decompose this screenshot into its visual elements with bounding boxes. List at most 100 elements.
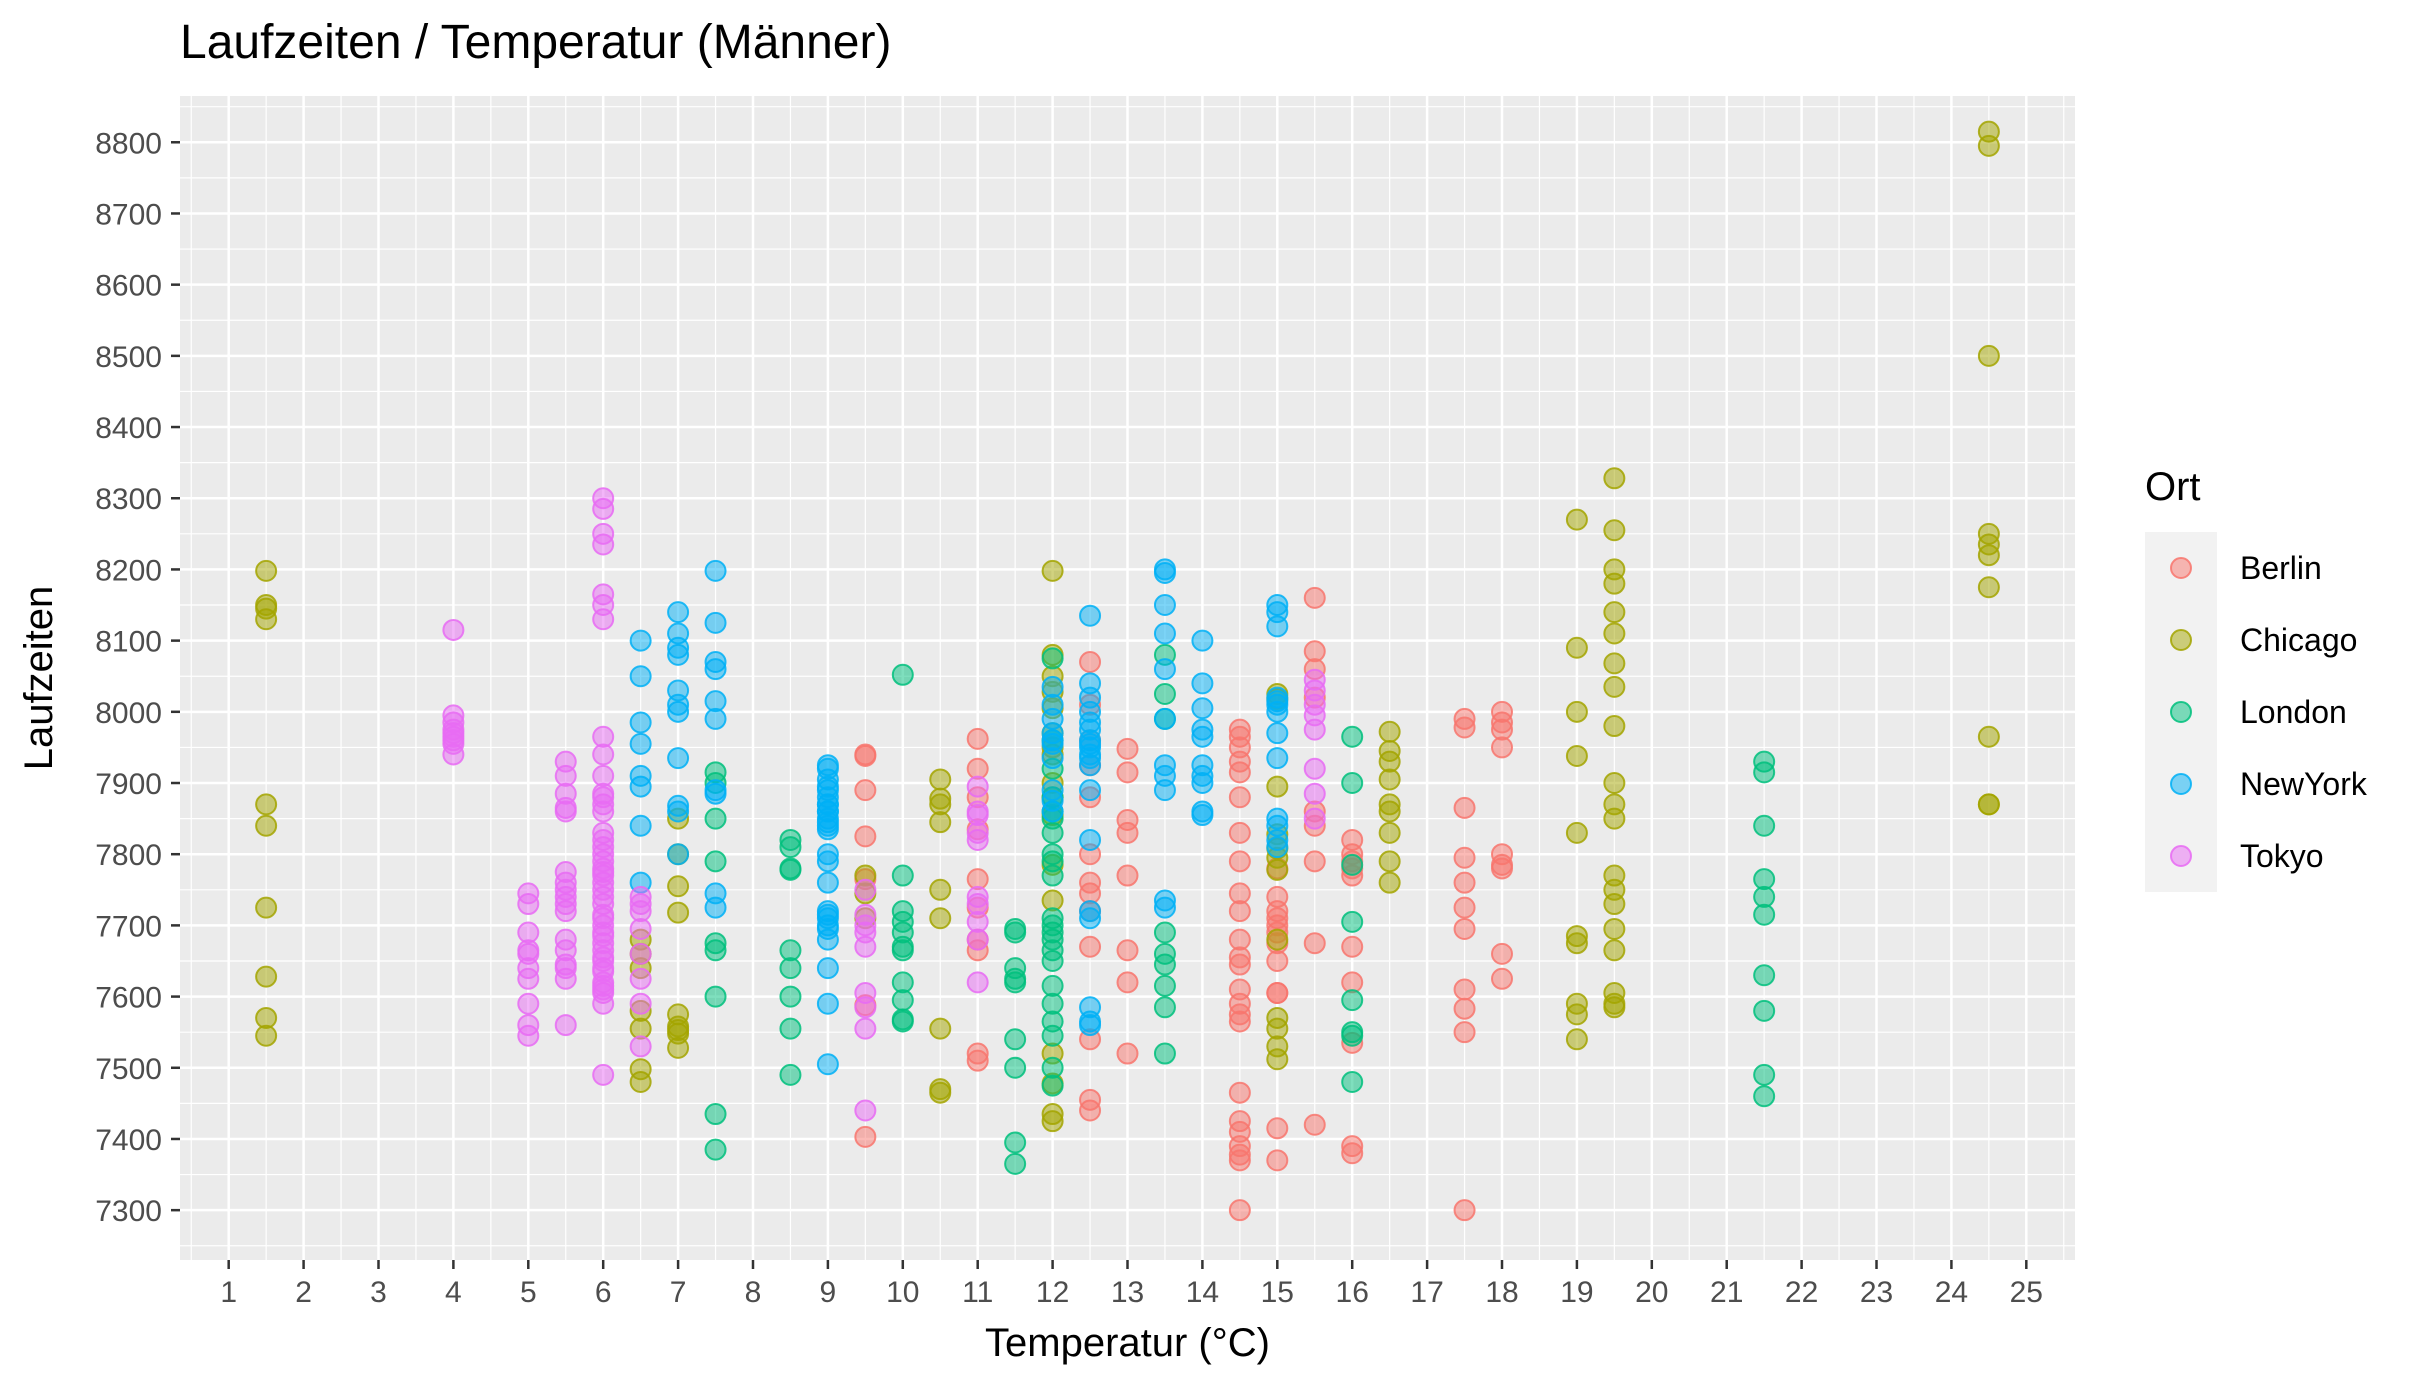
point-berlin — [1453, 1199, 1476, 1222]
x-tick-label: 18 — [1485, 1276, 1518, 1309]
point-berlin — [1228, 850, 1251, 873]
point-london — [1041, 1074, 1064, 1097]
point-tokyo — [592, 608, 615, 631]
point-berlin — [1228, 953, 1251, 976]
point-berlin — [1228, 900, 1251, 923]
point-berlin — [1453, 716, 1476, 739]
y-axis: 7300 7400 7500 7600 7700 7800 7900 8000 8100 8200… — [95, 127, 180, 1228]
y-tick-label: 7500 — [95, 1053, 162, 1086]
x-tick-label: 3 — [370, 1276, 387, 1309]
point-berlin — [1491, 942, 1514, 965]
point-newyork — [1153, 779, 1176, 802]
point-berlin — [1079, 650, 1102, 673]
point-chicago — [1603, 519, 1626, 542]
point-berlin — [854, 1125, 877, 1148]
point-tokyo — [966, 928, 989, 951]
point-berlin — [1266, 1149, 1289, 1172]
point-london — [1341, 772, 1364, 795]
point-newyork — [1191, 697, 1214, 720]
point-berlin — [854, 779, 877, 802]
point-newyork — [704, 658, 727, 681]
y-tick-label: 7600 — [95, 982, 162, 1015]
point-chicago — [1565, 700, 1588, 723]
legend: Ort Berlin Chicago London NewYork Tokyo — [2145, 465, 2368, 892]
point-chicago — [1378, 720, 1401, 743]
point-london — [779, 1063, 802, 1086]
data-points — [255, 120, 2000, 1222]
point-london — [891, 1010, 914, 1033]
point-chicago — [1977, 544, 2000, 567]
point-berlin — [1453, 917, 1476, 940]
point-chicago — [929, 811, 952, 834]
point-chicago — [1041, 559, 1064, 582]
point-chicago — [1378, 850, 1401, 873]
point-tokyo — [554, 967, 577, 990]
point-chicago — [1603, 601, 1626, 624]
x-tick-label: 5 — [520, 1276, 537, 1309]
point-chicago — [1977, 725, 2000, 748]
point-newyork — [816, 928, 839, 951]
point-london — [779, 858, 802, 881]
point-berlin — [1079, 935, 1102, 958]
point-newyork — [704, 782, 727, 805]
point-tokyo — [966, 971, 989, 994]
point-chicago — [255, 965, 278, 988]
point-chicago — [255, 559, 278, 582]
point-chicago — [1565, 932, 1588, 955]
point-berlin — [1453, 1021, 1476, 1044]
point-chicago — [1266, 775, 1289, 798]
point-london — [1041, 1024, 1064, 1047]
point-london — [891, 663, 914, 686]
point-london — [779, 957, 802, 980]
point-tokyo — [854, 878, 877, 901]
x-tick-label: 23 — [1860, 1276, 1893, 1309]
point-newyork — [1266, 700, 1289, 723]
point-tokyo — [592, 533, 615, 556]
point-london — [1753, 814, 1776, 837]
point-newyork — [629, 775, 652, 798]
point-london — [1004, 971, 1027, 994]
point-london — [1753, 964, 1776, 987]
y-tick-label: 7800 — [95, 839, 162, 872]
point-london — [1004, 1131, 1027, 1154]
point-newyork — [816, 992, 839, 1015]
x-tick-label: 12 — [1036, 1276, 1069, 1309]
point-tokyo — [1303, 782, 1326, 805]
point-newyork — [816, 957, 839, 980]
x-axis: 1 2 3 4 5 6 7 8 9 10 11 12 13 14 15 16 17 18 19 20 21 22 23 24 2… — [220, 1260, 2043, 1309]
point-newyork — [704, 559, 727, 582]
point-london — [779, 985, 802, 1008]
point-chicago — [1603, 675, 1626, 698]
point-berlin — [1453, 871, 1476, 894]
point-chicago — [1041, 1110, 1064, 1133]
point-tokyo — [592, 743, 615, 766]
point-berlin — [1116, 971, 1139, 994]
legend-label-newyork: NewYork — [2240, 766, 2368, 802]
point-chicago — [1603, 939, 1626, 962]
point-chicago — [1378, 821, 1401, 844]
point-newyork — [1266, 615, 1289, 638]
point-tokyo — [966, 775, 989, 798]
y-tick-label: 8800 — [95, 127, 162, 160]
point-tokyo — [1303, 807, 1326, 830]
point-berlin — [1303, 586, 1326, 609]
point-berlin — [1266, 949, 1289, 972]
point-chicago — [1266, 1048, 1289, 1071]
point-tokyo — [442, 618, 465, 641]
point-london — [1041, 864, 1064, 887]
point-tokyo — [517, 967, 540, 990]
point-berlin — [1453, 896, 1476, 919]
point-london — [1004, 1152, 1027, 1175]
point-chicago — [1565, 1028, 1588, 1051]
point-chicago — [255, 608, 278, 631]
point-tokyo — [629, 942, 652, 965]
legend-label-tokyo: Tokyo — [2240, 838, 2324, 874]
point-chicago — [255, 1024, 278, 1047]
point-newyork — [667, 747, 690, 770]
point-tokyo — [1303, 718, 1326, 741]
point-chicago — [1565, 636, 1588, 659]
point-chicago — [1603, 715, 1626, 738]
point-berlin — [1453, 978, 1476, 1001]
point-newyork — [629, 629, 652, 652]
point-london — [704, 985, 727, 1008]
